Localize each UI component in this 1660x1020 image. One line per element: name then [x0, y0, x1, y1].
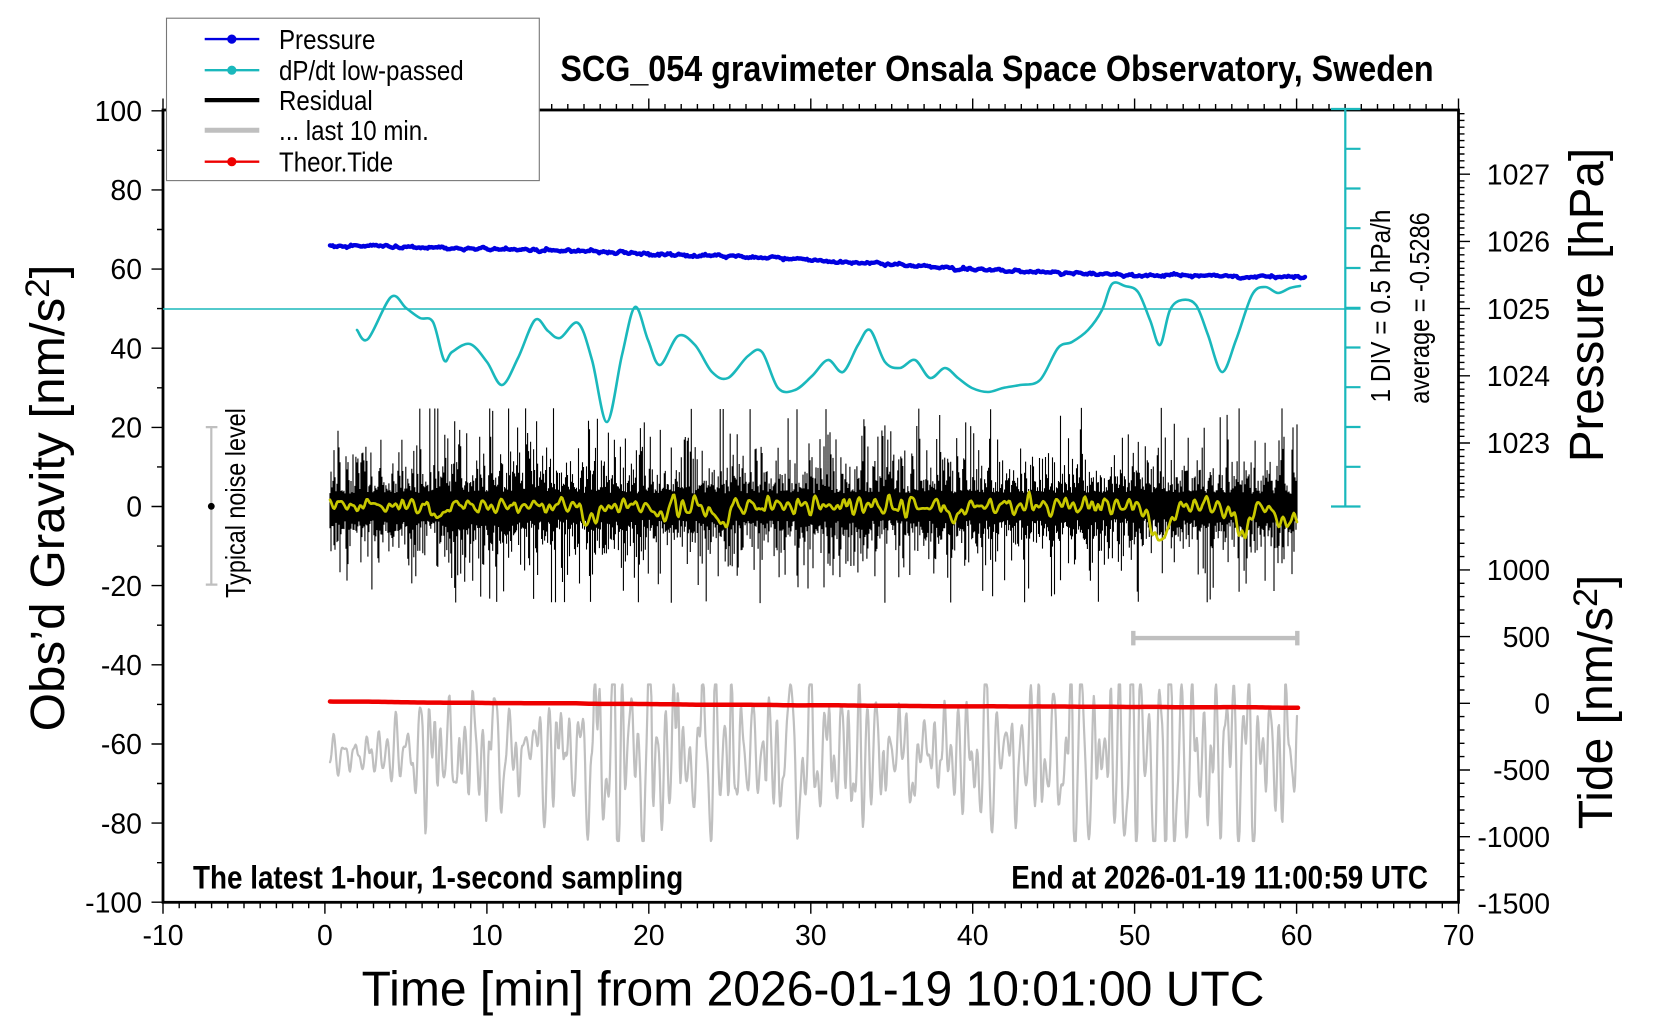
svg-text:40: 40 [957, 920, 989, 952]
svg-text:-100: -100 [85, 887, 142, 919]
svg-text:dP/dt low-passed: dP/dt low-passed [279, 54, 464, 86]
svg-text:1000: 1000 [1487, 555, 1550, 587]
svg-text:1026: 1026 [1487, 226, 1550, 258]
svg-text:70: 70 [1443, 920, 1475, 952]
svg-text:0: 0 [317, 920, 333, 952]
svg-text:20: 20 [633, 920, 665, 952]
svg-text:Pressure: Pressure [279, 23, 375, 55]
svg-text:Obs’d Gravity [nm/s2]: Obs’d Gravity [nm/s2] [19, 265, 74, 732]
svg-text:-10: -10 [142, 920, 183, 952]
svg-text:Time [min] from 2026-01-19 10:: Time [min] from 2026-01-19 10:01:00 UTC [362, 962, 1265, 1017]
svg-text:-500: -500 [1493, 755, 1550, 787]
svg-text:30: 30 [795, 920, 827, 952]
svg-text:100: 100 [95, 96, 142, 128]
svg-text:SCG_054 gravimeter Onsala Spac: SCG_054 gravimeter Onsala Space Observat… [560, 49, 1433, 89]
svg-text:1024: 1024 [1487, 361, 1550, 393]
svg-text:-1500: -1500 [1477, 888, 1550, 920]
svg-text:20: 20 [110, 412, 142, 444]
svg-text:1027: 1027 [1487, 159, 1550, 191]
svg-text:0: 0 [1534, 688, 1550, 720]
svg-text:60: 60 [1281, 920, 1313, 952]
svg-text:1025: 1025 [1487, 294, 1550, 326]
svg-text:-1000: -1000 [1477, 822, 1550, 854]
svg-text:1023: 1023 [1487, 428, 1550, 460]
svg-text:Pressure [hPa]: Pressure [hPa] [1561, 148, 1614, 462]
svg-text:End at 2026-01-19 11:00:59 UTC: End at 2026-01-19 11:00:59 UTC [1011, 861, 1428, 896]
svg-text:1 DIV = 0.5 hPa/h: 1 DIV = 0.5 hPa/h [1364, 210, 1396, 403]
svg-text:-40: -40 [101, 650, 142, 682]
svg-text:80: 80 [110, 175, 142, 207]
svg-text:Residual: Residual [279, 84, 373, 116]
svg-text:-80: -80 [101, 808, 142, 840]
svg-text:60: 60 [110, 254, 142, 286]
svg-text:Theor.Tide: Theor.Tide [279, 146, 393, 178]
svg-text:-20: -20 [101, 571, 142, 603]
svg-text:0: 0 [126, 491, 142, 523]
svg-text:Typical noise level: Typical noise level [221, 408, 251, 598]
svg-text:10: 10 [471, 920, 503, 952]
svg-text:50: 50 [1119, 920, 1151, 952]
svg-text:Tide [nm/s2]: Tide [nm/s2] [1567, 575, 1623, 830]
svg-text:The latest 1-hour, 1-second sa: The latest 1-hour, 1-second sampling [193, 861, 683, 896]
svg-text:500: 500 [1503, 622, 1550, 654]
svg-text:40: 40 [110, 333, 142, 365]
svg-text:average = -0.5286: average = -0.5286 [1405, 212, 1435, 403]
svg-text:... last 10 min.: ... last 10 min. [279, 114, 429, 146]
svg-text:-60: -60 [101, 729, 142, 761]
